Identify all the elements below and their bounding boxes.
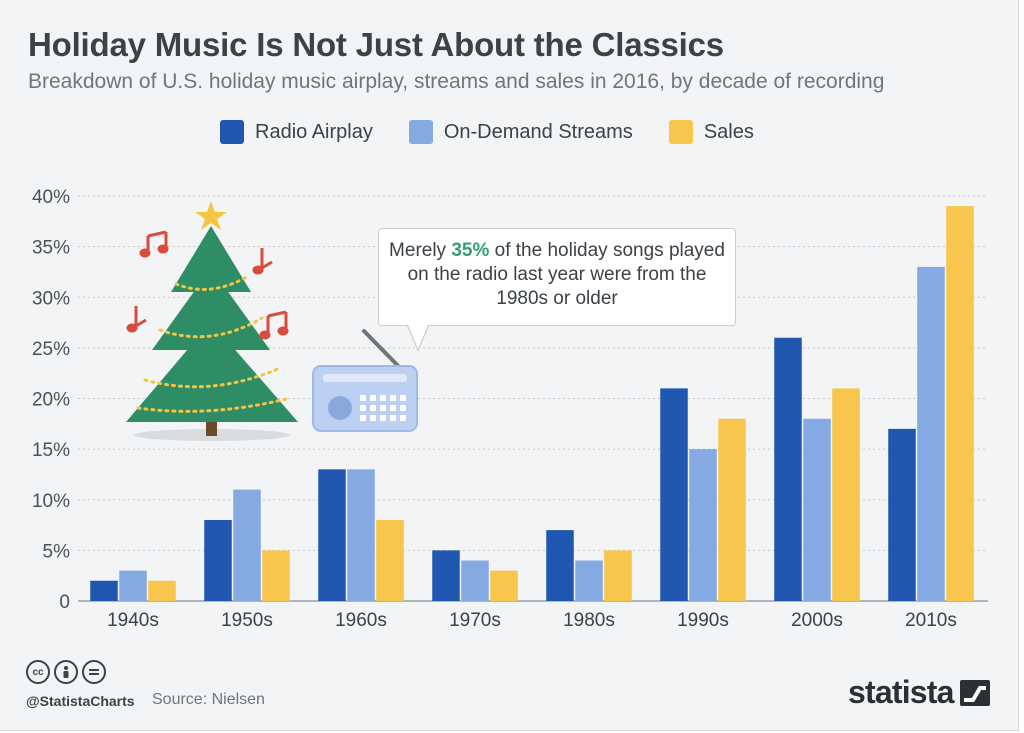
y-tick-label: 15% bbox=[32, 440, 70, 461]
y-tick-label: 0 bbox=[59, 592, 70, 613]
annotation-callout: Merely 35% of the holiday songs played o… bbox=[378, 228, 736, 326]
bar-sales-1940s bbox=[148, 580, 176, 601]
music-note-head-4a bbox=[259, 330, 271, 340]
y-tick-label: 20% bbox=[32, 390, 70, 411]
license-icons: cc bbox=[26, 660, 106, 684]
christmas-tree-icon bbox=[126, 201, 298, 441]
y-tick-label: 5% bbox=[43, 541, 71, 562]
callout-text-before: Merely bbox=[389, 240, 452, 261]
music-note-head-2 bbox=[252, 265, 264, 275]
bar-sales-2010s bbox=[946, 206, 974, 601]
y-tick-label: 25% bbox=[32, 339, 70, 360]
statista-logo-icon bbox=[959, 679, 990, 706]
statista-handle[interactable]: @StatistaCharts bbox=[26, 693, 135, 709]
x-axis-tick-labels: 1940s 1950s 1960s 1970s 1980s 1990s 2000s 2010s bbox=[107, 610, 957, 631]
x-tick-label: 1940s bbox=[107, 610, 159, 631]
tree-garland bbox=[136, 274, 292, 413]
music-note-head-4b bbox=[277, 326, 289, 336]
star-icon bbox=[195, 201, 227, 230]
legend-label-radio-airplay: Radio Airplay bbox=[255, 120, 373, 143]
bar-radio-airplay-1990s bbox=[660, 388, 688, 601]
legend-swatch-on-demand-streams bbox=[408, 120, 433, 144]
y-tick-label: 35% bbox=[32, 238, 70, 259]
tree-layer-top bbox=[171, 226, 251, 292]
radio-speaker bbox=[328, 396, 352, 420]
tree-trunk bbox=[206, 416, 217, 436]
bar-radio-airplay-1980s bbox=[546, 530, 574, 601]
x-tick-label: 1990s bbox=[677, 610, 729, 631]
legend-label-sales: Sales bbox=[703, 120, 754, 143]
y-axis-tick-labels: 0 5% 10% 15% 20% 25% 30% 35% 40% bbox=[32, 187, 70, 613]
music-note-head-3 bbox=[126, 323, 138, 333]
legend-item-radio-airplay: Radio Airplay bbox=[220, 120, 373, 144]
bar-radio-airplay-1960s bbox=[318, 469, 346, 601]
callout-highlight: 35% bbox=[451, 240, 490, 261]
brand-wordmark: statista bbox=[848, 674, 954, 710]
bar-sales-1980s bbox=[604, 550, 632, 601]
bar-on-demand-streams-1970s bbox=[461, 560, 489, 601]
source-note: Source: Nielsen bbox=[152, 691, 265, 708]
callout-text-after: of the holiday songs played on the radio… bbox=[407, 240, 725, 309]
radio-icon bbox=[312, 329, 418, 432]
bar-radio-airplay-2000s bbox=[774, 337, 802, 601]
legend-item-on-demand-streams: On-Demand Streams bbox=[408, 120, 633, 144]
bar-on-demand-streams-1940s bbox=[119, 570, 147, 601]
music-note-icon bbox=[126, 230, 289, 340]
y-tick-label: 30% bbox=[32, 288, 70, 309]
bar-on-demand-streams-2000s bbox=[803, 418, 831, 601]
x-tick-label: 1960s bbox=[335, 610, 387, 631]
x-tick-label: 2010s bbox=[905, 610, 957, 631]
bar-on-demand-streams-1980s bbox=[575, 560, 603, 601]
bar-sales-2000s bbox=[832, 388, 860, 601]
attribution-icon[interactable] bbox=[54, 660, 78, 684]
tree-layer-bottom bbox=[126, 322, 298, 422]
bar-sales-1960s bbox=[376, 520, 404, 601]
cc-icon[interactable]: cc bbox=[26, 660, 50, 684]
no-derivatives-icon[interactable] bbox=[82, 660, 106, 684]
bar-sales-1950s bbox=[262, 550, 290, 601]
bar-sales-1970s bbox=[490, 570, 518, 601]
x-tick-label: 1970s bbox=[449, 610, 501, 631]
music-note-icon-2 bbox=[260, 248, 273, 271]
bar-sales-1990s bbox=[718, 418, 746, 601]
legend-swatch-sales bbox=[668, 120, 693, 144]
y-tick-label: 40% bbox=[32, 187, 70, 208]
radio-top-strip bbox=[323, 374, 407, 382]
y-tick-label: 10% bbox=[32, 491, 70, 512]
chart-legend: Radio Airplay On-Demand Streams Sales bbox=[220, 118, 790, 146]
legend-swatch-radio-airplay bbox=[220, 120, 244, 144]
chart-subtitle: Breakdown of U.S. holiday music airplay,… bbox=[28, 70, 885, 93]
callout-tail bbox=[408, 325, 428, 349]
statista-logo[interactable]: statista bbox=[848, 674, 990, 711]
bar-on-demand-streams-1990s bbox=[689, 449, 717, 601]
music-note-icon-3 bbox=[134, 306, 147, 329]
bar-radio-airplay-2010s bbox=[888, 428, 916, 601]
bar-on-demand-streams-1960s bbox=[347, 469, 375, 601]
legend-item-sales: Sales bbox=[668, 120, 754, 144]
x-tick-label: 1980s bbox=[563, 610, 615, 631]
bar-chart: 0 5% 10% 15% 20% 25% 30% 35% 40% 1940s 1950s 1960s… bbox=[32, 187, 988, 631]
tree-layer-middle bbox=[152, 268, 270, 350]
bar-radio-airplay-1950s bbox=[204, 520, 232, 601]
bars bbox=[90, 206, 974, 601]
music-note-icon-4 bbox=[266, 310, 288, 334]
legend-label-on-demand-streams: On-Demand Streams bbox=[443, 120, 633, 143]
bar-on-demand-streams-1950s bbox=[233, 489, 261, 601]
bar-radio-airplay-1940s bbox=[90, 580, 118, 601]
x-tick-label: 2000s bbox=[791, 610, 843, 631]
x-tick-label: 1950s bbox=[221, 610, 273, 631]
radio-grille bbox=[360, 395, 406, 421]
bar-radio-airplay-1970s bbox=[432, 550, 460, 601]
music-note-head-1b bbox=[157, 244, 169, 254]
chart-title: Holiday Music Is Not Just About the Clas… bbox=[28, 26, 724, 63]
bar-on-demand-streams-2010s bbox=[917, 266, 945, 601]
music-note-head-1a bbox=[139, 248, 151, 258]
